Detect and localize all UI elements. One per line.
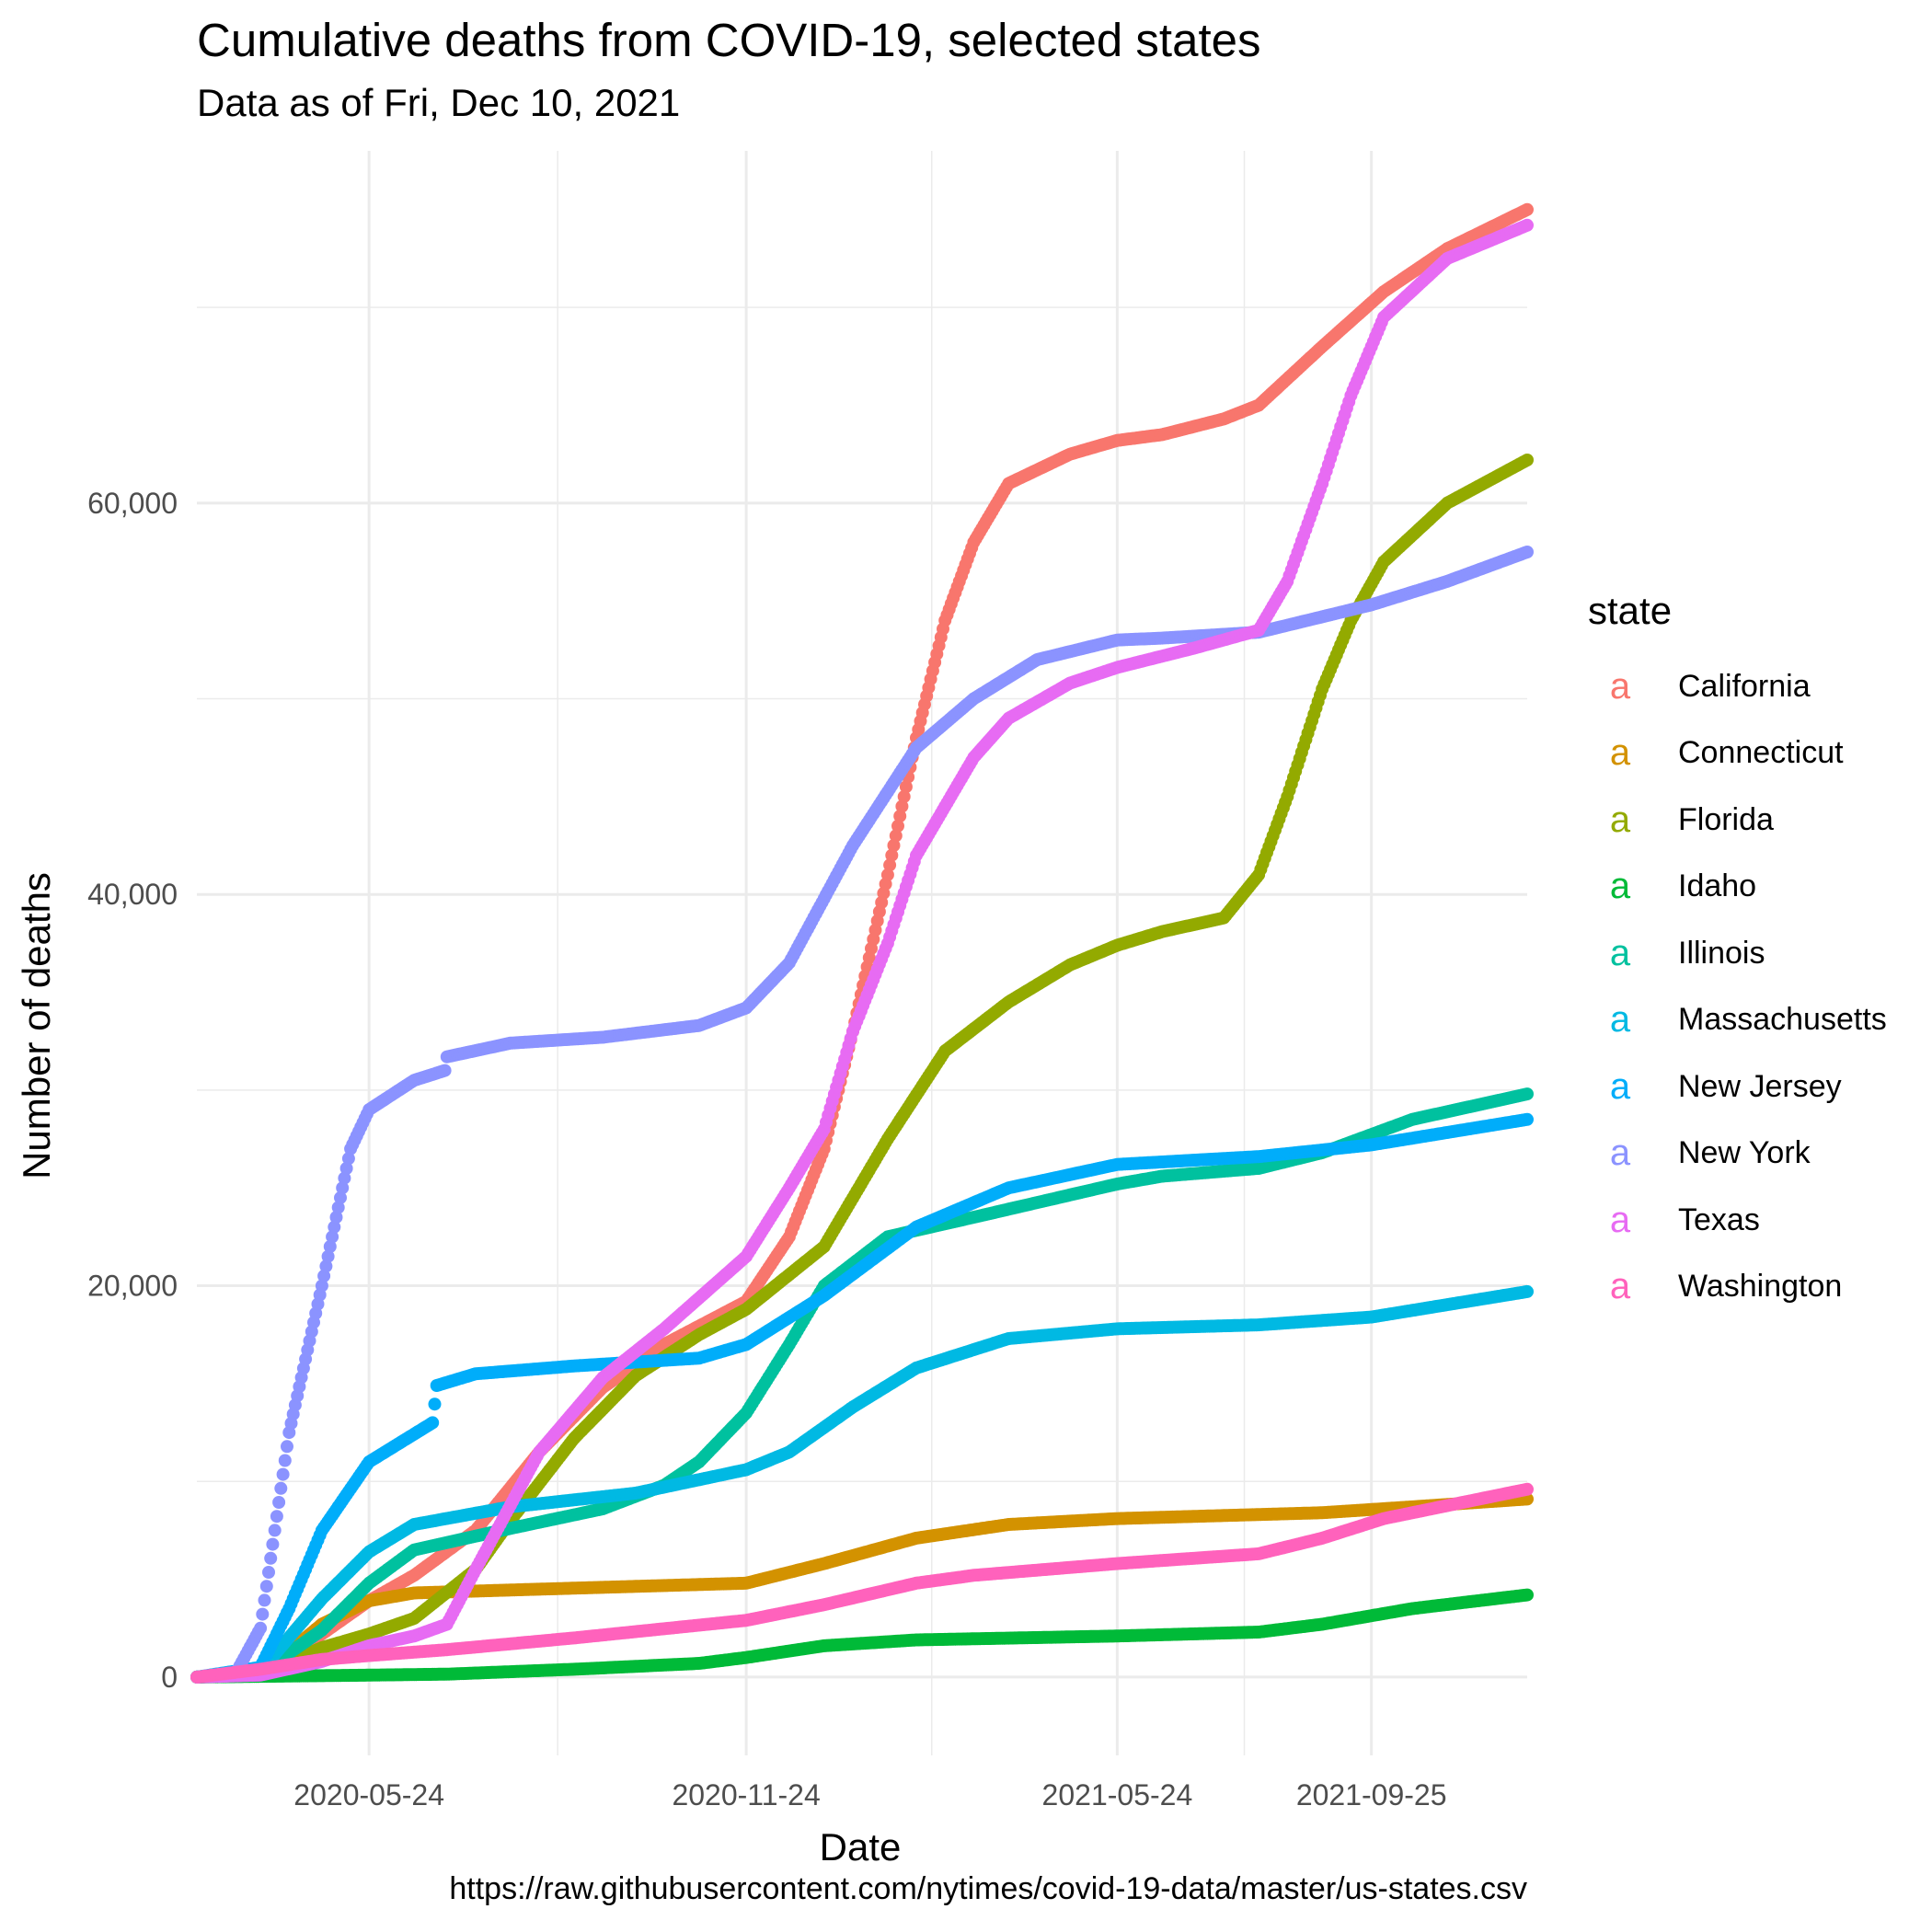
data-point (426, 1416, 440, 1430)
data-point (1521, 454, 1534, 466)
data-point (264, 1551, 278, 1565)
data-point (428, 1397, 442, 1411)
data-point (341, 1152, 355, 1166)
data-point (326, 1230, 339, 1244)
data-point (319, 1259, 333, 1273)
series-florida (190, 454, 1534, 1684)
data-point (339, 1162, 353, 1175)
data-point (266, 1537, 280, 1551)
data-point (1521, 1112, 1534, 1126)
data-point (321, 1249, 335, 1263)
data-point (889, 829, 903, 843)
series-illinois (190, 1087, 1534, 1684)
data-point (317, 1269, 331, 1282)
data-point (897, 789, 911, 803)
data-point (258, 1593, 271, 1607)
data-point (259, 1580, 273, 1593)
data-point (323, 1240, 337, 1253)
data-point (268, 1524, 282, 1537)
data-point (1521, 1588, 1534, 1602)
data-point (262, 1566, 275, 1579)
data-point (887, 839, 901, 852)
data-point (281, 1440, 293, 1454)
data-point (438, 1064, 452, 1077)
data-point (278, 1454, 292, 1467)
grid-lines (197, 151, 1527, 1755)
chart-subtitle: Data as of Fri, Dec 10, 2021 (197, 81, 681, 124)
data-point (334, 1190, 347, 1204)
data-point (270, 1510, 283, 1524)
data-point (331, 1201, 345, 1214)
data-point (276, 1467, 290, 1481)
data-point (254, 1621, 268, 1635)
data-point (880, 868, 894, 881)
data-point (885, 848, 899, 862)
series-new-jersey (190, 1112, 1534, 1684)
data-point (338, 1171, 351, 1185)
data-point (899, 780, 913, 794)
data-point (1521, 202, 1534, 216)
data-series (190, 202, 1534, 1684)
data-point (883, 858, 897, 872)
data-point (315, 1279, 328, 1293)
data-point (891, 819, 904, 833)
data-point (329, 1211, 343, 1225)
data-point (274, 1481, 288, 1495)
data-point (336, 1181, 350, 1195)
data-point (893, 810, 907, 823)
data-point (256, 1607, 270, 1621)
data-point (1521, 1087, 1534, 1101)
series-california (190, 202, 1534, 1684)
data-point (1521, 1284, 1534, 1298)
data-point (895, 799, 909, 813)
data-point (328, 1220, 341, 1234)
chart-title: Cumulative deaths from COVID-19, selecte… (197, 14, 1261, 66)
data-point (272, 1496, 286, 1509)
